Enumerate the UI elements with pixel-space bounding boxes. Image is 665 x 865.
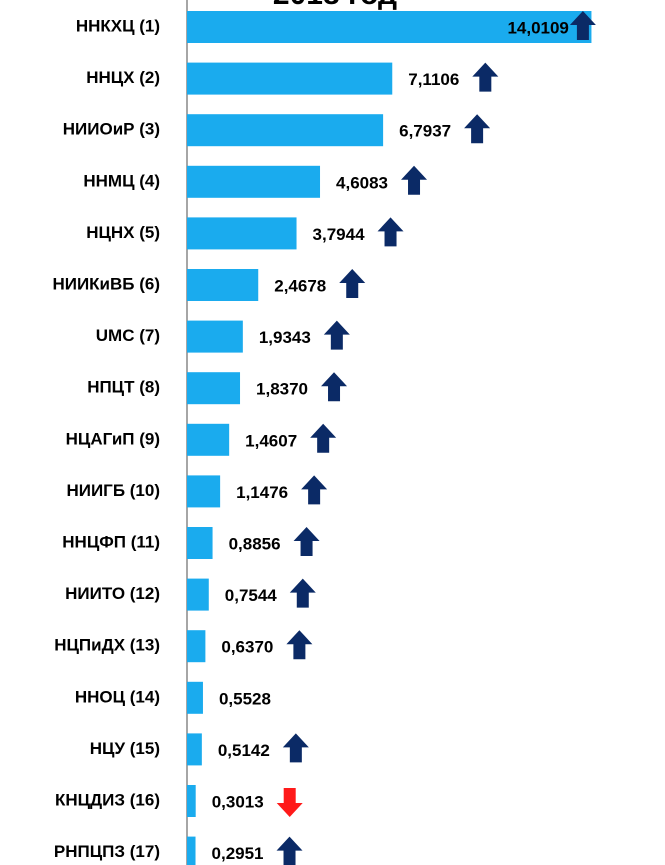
trend-arrow-up — [310, 423, 337, 453]
y-tick-label: НЦАГиП (9) — [66, 429, 160, 448]
bar — [187, 372, 241, 405]
bar — [187, 269, 259, 301]
trend-arrow-up — [321, 372, 348, 402]
value-label: 0,2951 — [212, 844, 264, 863]
y-tick-label: НПЦТ (8) — [87, 378, 160, 397]
bar — [187, 165, 321, 198]
value-label: 0,6370 — [221, 638, 273, 657]
value-label: 1,9343 — [259, 328, 311, 347]
y-tick-label: НЦНХ (5) — [86, 223, 160, 242]
y-tick-label: НЦУ (15) — [90, 739, 160, 758]
value-label: 2,4678 — [274, 276, 326, 295]
bar — [187, 733, 202, 766]
bar — [187, 785, 196, 817]
y-tick-label: РНПЦПЗ (17) — [54, 842, 160, 861]
bar — [187, 475, 221, 508]
y-tick-label: ННКХЦ (1) — [76, 16, 160, 35]
value-label: 1,8370 — [256, 380, 308, 399]
value-label: 3,7944 — [313, 225, 366, 244]
value-label: 7,1106 — [408, 70, 459, 89]
value-label: 0,3013 — [212, 792, 264, 811]
value-label: 14,0109 — [507, 18, 568, 37]
y-tick-label: ННМЦ (4) — [83, 171, 160, 190]
value-label: 0,8856 — [229, 534, 281, 553]
trend-arrow-up — [569, 11, 596, 40]
trend-arrow-up — [301, 475, 328, 505]
trend-arrow-up — [293, 527, 320, 556]
y-tick-label: UMC (7) — [96, 326, 160, 345]
bar — [187, 217, 297, 250]
bar — [187, 578, 209, 611]
trend-arrow-up — [282, 733, 309, 763]
bar — [187, 836, 196, 865]
chart-title: 2018 год — [273, 0, 397, 11]
bar — [187, 630, 206, 663]
trend-arrow-up — [464, 114, 491, 144]
value-label: 1,1476 — [236, 483, 288, 502]
y-tick-label: ННОЦ (14) — [75, 687, 160, 706]
bar — [187, 423, 230, 456]
trend-arrow-up — [339, 269, 366, 298]
trend-arrow-up — [289, 578, 316, 608]
trend-arrow-down — [276, 788, 303, 817]
y-tick-label: НЦПиДХ (13) — [54, 636, 160, 655]
bar — [187, 62, 393, 95]
bar — [187, 320, 243, 353]
y-tick-label: НИИКиВБ (6) — [52, 274, 160, 293]
trend-arrow-up — [276, 836, 303, 865]
bar — [187, 681, 203, 714]
y-tick-label: НИИГБ (10) — [66, 481, 160, 500]
bar — [187, 11, 592, 43]
y-tick-label: НИИОиР (3) — [63, 120, 160, 139]
trend-arrow-up — [472, 62, 499, 92]
value-label: 1,4607 — [245, 431, 297, 450]
value-label: 0,5142 — [218, 741, 270, 760]
value-label: 0,7544 — [225, 586, 278, 605]
trend-arrow-up — [377, 217, 404, 247]
y-tick-label: ННЦХ (2) — [86, 68, 160, 87]
value-label: 0,5528 — [219, 689, 271, 708]
trend-arrow-up — [323, 320, 350, 350]
y-tick-label: КНЦДИЗ (16) — [55, 790, 160, 809]
bar — [187, 527, 213, 559]
trend-arrow-up — [286, 630, 313, 660]
value-label: 4,6083 — [336, 173, 388, 192]
y-tick-label: ННЦФП (11) — [62, 532, 160, 551]
value-label: 6,7937 — [399, 122, 451, 141]
bar — [187, 114, 384, 147]
y-tick-label: НИИТО (12) — [65, 584, 160, 603]
trend-arrow-up — [401, 165, 428, 195]
